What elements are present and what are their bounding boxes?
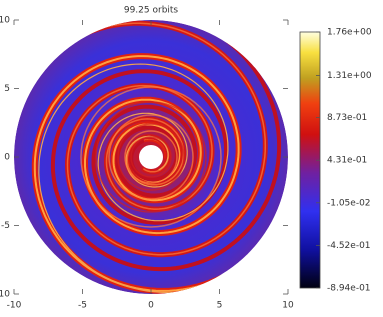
inner-hole (139, 145, 163, 169)
colorbar-tick-label: -4.52e-01 (327, 241, 371, 251)
y-tick-label: -10 (0, 290, 10, 300)
colorbar-tick-label: 8.73e-01 (327, 113, 367, 123)
chart-title: 99.25 orbits (124, 6, 179, 16)
colorbar-tick-label: -1.05e-02 (327, 198, 371, 208)
colorbar-tick-label: 1.76e+00 (327, 28, 372, 38)
ring (124, 130, 178, 184)
ring (95, 101, 207, 213)
ring (130, 136, 172, 178)
x-tick-label: -10 (7, 301, 22, 311)
x-tick-label: 10 (282, 301, 294, 311)
x-tick-label: 5 (217, 301, 223, 311)
y-tick-label: 10 (0, 16, 10, 26)
ring (117, 123, 185, 191)
ring (108, 114, 194, 200)
y-tick-label: -5 (1, 221, 10, 231)
x-tick-label: -5 (78, 301, 87, 311)
colorbar-tick-label: 4.31e-01 (327, 156, 367, 166)
colorbar-tick-label: 1.31e+00 (327, 71, 372, 81)
colorbar-tick-label: -8.94e-01 (327, 284, 371, 294)
y-tick-label: 5 (4, 84, 10, 94)
x-tick-label: 0 (148, 301, 154, 311)
ring (80, 86, 222, 228)
y-tick-label: 0 (4, 153, 10, 163)
spiral-arm (38, 63, 229, 294)
